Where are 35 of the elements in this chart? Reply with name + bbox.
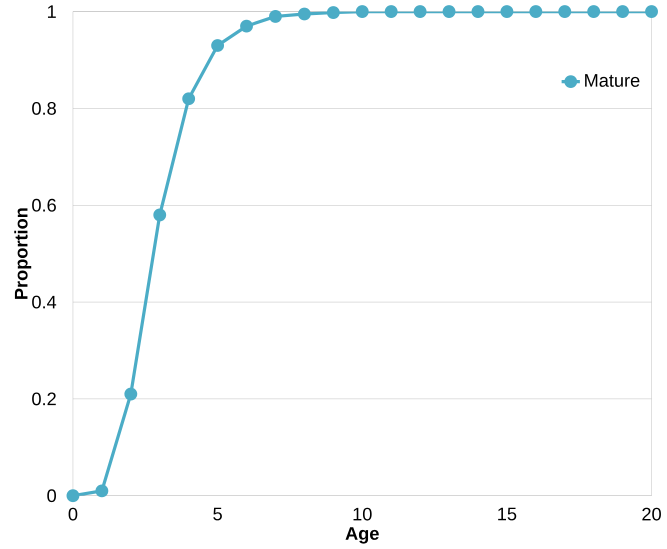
point (472, 5, 484, 18)
point (384, 5, 398, 18)
point (211, 39, 224, 52)
x-tick-label: 5 (213, 508, 222, 520)
x-tick-label: 0 (68, 508, 78, 521)
y-tick-label: 0.8 (32, 102, 56, 115)
point (269, 10, 282, 23)
point (645, 5, 658, 18)
point (240, 20, 253, 33)
y-tick-label: 0 (47, 489, 56, 502)
y-axis-title: Proportion (14, 208, 32, 299)
point (356, 5, 369, 18)
x-tick-label: 20 (642, 508, 661, 521)
x-axis-title: Age (346, 527, 379, 544)
point (442, 5, 456, 18)
x-tick-label: 15 (498, 508, 516, 520)
point (414, 5, 427, 18)
point (95, 484, 108, 498)
y-tick-label: 0.6 (32, 198, 56, 212)
point (326, 6, 340, 20)
point (182, 92, 196, 106)
point (124, 388, 138, 401)
legend-label: Mature (585, 74, 640, 87)
point (153, 208, 166, 222)
point (558, 5, 572, 18)
point (529, 5, 542, 18)
point (500, 5, 514, 18)
y-tick-label: 0.2 (32, 392, 56, 406)
point (298, 8, 311, 20)
y-tick-label: 0.4 (32, 296, 56, 309)
point (616, 5, 630, 18)
point (66, 489, 80, 502)
y-tick-label: 1 (48, 5, 56, 18)
x-tick-label: 10 (354, 508, 372, 521)
point (587, 5, 600, 18)
